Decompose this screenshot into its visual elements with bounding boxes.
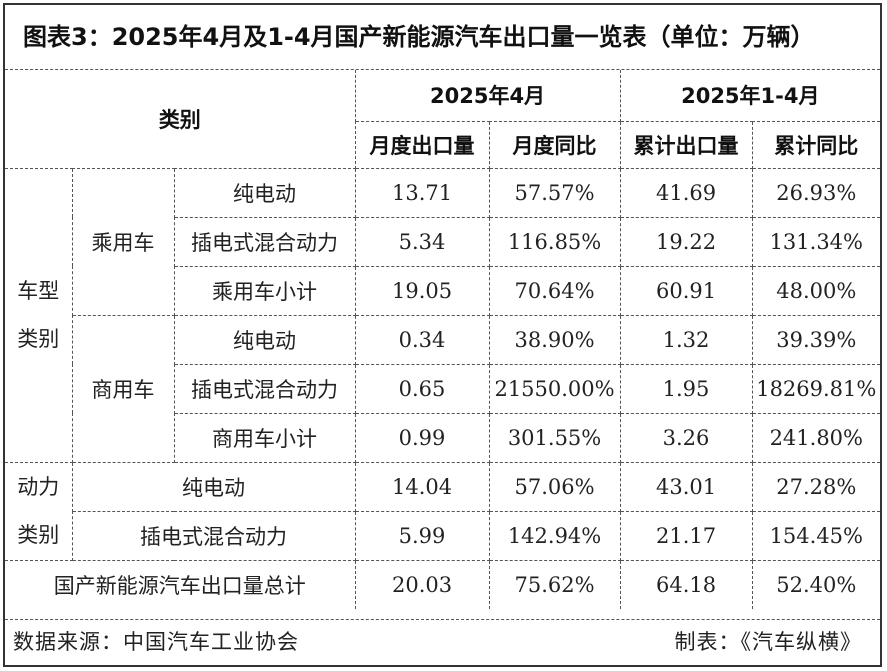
row-name: 插电式混合动力 (174, 363, 356, 414)
table-footer: 数据来源：中国汽车工业协会 制表：《汽车纵横》 (5, 619, 880, 665)
month-yoy-cell: 57.06% (488, 461, 621, 512)
ytd-yoy-cell: 27.28% (751, 461, 880, 512)
ytd-yoy-cell: 26.93% (751, 167, 880, 218)
export-table: 类别 2025年4月 2025年1-4月 月度出口量 月度同比 累计出口量 累计… (5, 70, 880, 609)
power-type-label-line2: 类别 (17, 523, 60, 547)
header-row-2: 月度出口量 月度同比 累计出口量 累计同比 (5, 120, 880, 169)
month-export-cell: 5.99 (354, 510, 490, 561)
ytd-export-cell: 64.18 (619, 559, 753, 609)
header-group-month: 2025年4月 (354, 70, 621, 122)
total-label: 国产新能源汽车出口量总计 (5, 559, 356, 609)
ytd-yoy-cell: 52.40% (751, 559, 880, 609)
ytd-yoy-cell: 18269.81% (751, 363, 880, 414)
ytd-yoy-cell: 39.39% (751, 314, 880, 365)
month-yoy-cell: 70.64% (488, 265, 621, 316)
row-name: 纯电动 (71, 461, 356, 512)
made-by: 制表：《汽车纵横》 (674, 630, 862, 654)
row-name: 纯电动 (173, 167, 356, 218)
table-row: 商用车小计 0.99 301.55% 3.26 241.80% (5, 412, 880, 463)
month-yoy-cell: 116.85% (488, 216, 621, 267)
month-export-cell: 0.34 (354, 314, 490, 365)
data-source: 数据来源：中国汽车工业协会 (13, 630, 299, 654)
table-row: 插电式混合动力 5.34 116.85% 19.22 131.34% (5, 216, 880, 267)
header-ytd-yoy: 累计同比 (751, 120, 880, 169)
ytd-yoy-cell: 48.00% (751, 265, 880, 316)
month-export-cell: 5.34 (354, 216, 490, 267)
row-name: 乘用车小计 (174, 265, 356, 316)
month-export-cell: 20.03 (354, 559, 490, 609)
table-row: 商用车 纯电动 0.34 38.90% 1.32 39.39% (5, 314, 880, 463)
vehicle-type-label-line2: 类别 (17, 327, 60, 351)
ytd-export-cell: 41.69 (619, 167, 753, 218)
table-row: 乘用车小计 19.05 70.64% 60.91 48.00% (5, 265, 880, 316)
table-frame: 图表3：2025年4月及1-4月国产新能源汽车出口量一览表（单位：万辆） 类别 … (3, 3, 882, 667)
table-row: 动力 类别 纯电动 14.04 57.06% 43.01 27.28% (5, 461, 880, 561)
month-export-cell: 19.05 (354, 265, 490, 316)
ytd-export-cell: 19.22 (619, 216, 753, 267)
ytd-yoy-cell: 241.80% (751, 412, 880, 463)
table-title: 图表3：2025年4月及1-4月国产新能源汽车出口量一览表（单位：万辆） (5, 5, 880, 70)
header-month-export: 月度出口量 (355, 120, 490, 169)
month-export-cell: 13.71 (354, 167, 490, 218)
passenger-label: 乘用车 (71, 167, 175, 316)
ytd-export-cell: 60.91 (619, 265, 753, 316)
ytd-export-cell: 21.17 (619, 510, 753, 561)
header-category: 类别 (5, 70, 356, 169)
total-row: 国产新能源汽车出口量总计 20.03 75.62% 64.18 52.40% (5, 559, 880, 609)
vehicle-type-label: 车型 类别 (5, 167, 73, 463)
month-yoy-cell: 21550.00% (488, 363, 621, 414)
header-month-yoy: 月度同比 (488, 120, 621, 169)
header-ytd-export: 累计出口量 (619, 120, 753, 169)
month-yoy-cell: 75.62% (488, 559, 621, 609)
row-name: 插电式混合动力 (174, 216, 356, 267)
row-name: 商用车小计 (174, 412, 356, 463)
power-type-label-line1: 动力 (17, 475, 60, 499)
header-group-ytd: 2025年1-4月 (619, 70, 880, 122)
month-export-cell: 14.04 (354, 461, 490, 512)
table-row: 车型 类别 乘用车 纯电动 13.71 57.57% 41.69 26.93% (5, 167, 880, 463)
row-name: 插电式混合动力 (72, 510, 356, 561)
ytd-export-cell: 1.95 (619, 363, 753, 414)
header-row-1: 类别 2025年4月 2025年1-4月 (5, 70, 880, 169)
month-yoy-cell: 142.94% (488, 510, 621, 561)
month-export-cell: 0.65 (354, 363, 490, 414)
ytd-export-cell: 3.26 (619, 412, 753, 463)
ytd-yoy-cell: 131.34% (751, 216, 880, 267)
table-row: 插电式混合动力 5.99 142.94% 21.17 154.45% (5, 510, 880, 561)
commercial-label: 商用车 (72, 314, 175, 463)
ytd-yoy-cell: 154.45% (751, 510, 880, 561)
month-yoy-cell: 301.55% (488, 412, 621, 463)
month-yoy-cell: 57.57% (488, 167, 621, 218)
vehicle-type-label-line1: 车型 (17, 279, 60, 303)
ytd-export-cell: 1.32 (619, 314, 753, 365)
month-yoy-cell: 38.90% (488, 314, 621, 365)
row-name: 纯电动 (173, 314, 356, 365)
power-type-label: 动力 类别 (5, 461, 73, 561)
ytd-export-cell: 43.01 (619, 461, 753, 512)
month-export-cell: 0.99 (354, 412, 490, 463)
